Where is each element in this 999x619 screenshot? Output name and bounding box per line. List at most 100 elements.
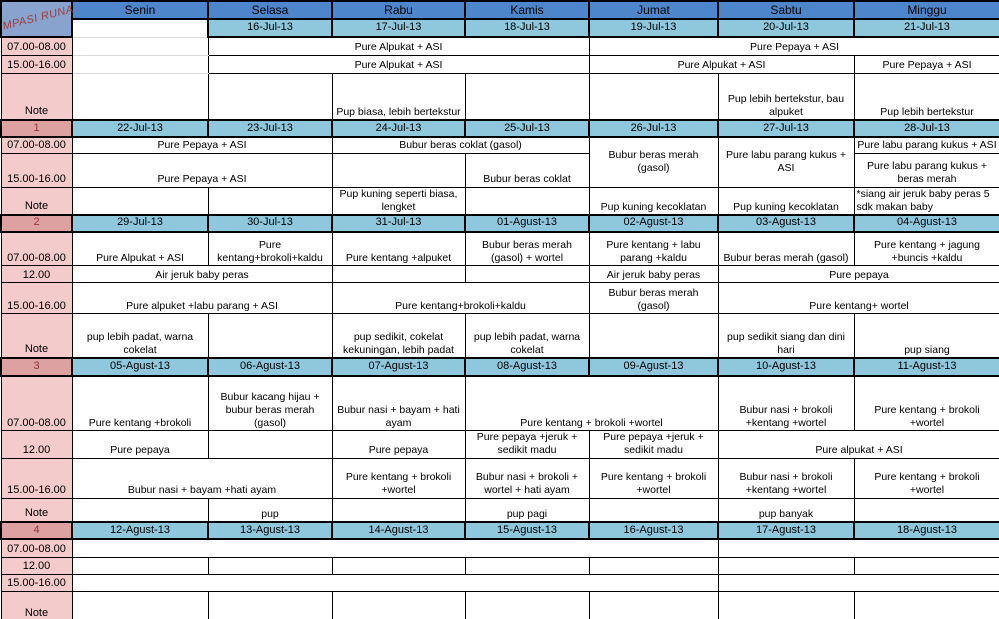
date-cell[interactable]: 14-Agust-13 xyxy=(331,521,466,540)
date-cell[interactable]: 09-Agust-13 xyxy=(588,356,719,377)
day-header-sabtu[interactable]: Sabtu xyxy=(717,0,855,20)
empty-cell[interactable] xyxy=(331,590,466,619)
meal-cell-w3-afternoon-kam[interactable]: Bubur nasi + brokoli + wortel + hati aya… xyxy=(464,457,590,499)
empty-cell[interactable] xyxy=(207,590,333,619)
date-cell[interactable]: 26-Jul-13 xyxy=(588,119,719,138)
note-label[interactable]: Note xyxy=(0,186,73,216)
note-cell-w2-rab[interactable]: pup sedikit, cokelat kekuningan, lebih p… xyxy=(331,313,466,359)
day-header-minggu[interactable]: Minggu xyxy=(853,0,999,20)
empty-cell[interactable] xyxy=(207,430,333,459)
empty-cell[interactable] xyxy=(853,556,999,575)
day-header-rabu[interactable]: Rabu xyxy=(331,0,466,20)
empty-cell[interactable] xyxy=(588,72,719,121)
date-cell[interactable]: 13-Agust-13 xyxy=(207,521,333,540)
meal-cell-w2-afternoon-sab-min[interactable]: Pure kentang+ wortel xyxy=(717,282,999,315)
meal-cell-w1-breakfast-sab[interactable]: Pure labu parang kukus + ASI xyxy=(717,136,855,188)
empty-cell[interactable] xyxy=(71,72,209,121)
meal-cell-w2-breakfast-sel[interactable]: Pure kentang+brokoli+kaldu xyxy=(207,231,333,267)
empty-cell[interactable] xyxy=(71,36,209,56)
meal-cell-w2-noon-sab-min[interactable]: Pure pepaya xyxy=(717,265,999,284)
note-cell-w2-sen[interactable]: pup lebih padat, warna cokelat xyxy=(71,313,209,359)
meal-cell-w2-noon-jum[interactable]: Air jeruk baby peras xyxy=(588,265,719,284)
week-number-cell[interactable]: 3 xyxy=(0,356,73,377)
meal-cell-w2-breakfast-min[interactable]: Pure kentang + jagung +buncis +kaldu xyxy=(853,231,999,267)
date-cell[interactable]: 01-Agust-13 xyxy=(464,213,590,233)
time-label-afternoon[interactable]: 15.00-16.00 xyxy=(0,573,73,592)
date-cell[interactable]: 22-Jul-13 xyxy=(71,119,209,138)
note-cell-w1-jum[interactable]: Pup kuning kecoklatan xyxy=(588,186,719,216)
date-cell[interactable]: 23-Jul-13 xyxy=(207,119,333,138)
meal-cell-w3-afternoon-jum[interactable]: Pure kentang + brokoli +wortel xyxy=(588,457,719,499)
meal-cell-w2-breakfast-sen[interactable]: Pure Alpukat + ASI xyxy=(71,231,209,267)
empty-cell[interactable] xyxy=(717,538,999,558)
empty-cell[interactable] xyxy=(717,590,855,619)
empty-cell[interactable] xyxy=(464,265,590,284)
date-cell[interactable]: 04-Agust-13 xyxy=(853,213,999,233)
time-label-breakfast[interactable]: 07.00-08.00 xyxy=(0,36,73,56)
empty-cell[interactable] xyxy=(207,556,333,575)
note-cell-w0-rab[interactable]: Pup biasa, lebih bertekstur xyxy=(331,72,466,121)
meal-cell-w0-breakfast-sel-kam[interactable]: Pure Alpukat + ASI xyxy=(207,36,590,56)
date-cell[interactable]: 17-Agust-13 xyxy=(717,521,855,540)
meal-cell-w1-breakfast-sen-sel[interactable]: Pure Pepaya + ASI xyxy=(71,136,333,154)
date-cell[interactable]: 25-Jul-13 xyxy=(464,119,590,138)
week-number-cell[interactable]: 1 xyxy=(0,119,73,138)
empty-cell[interactable] xyxy=(71,497,209,523)
meal-cell-w1-afternoon-sen-sel[interactable]: Pure Pepaya + ASI xyxy=(71,152,333,188)
empty-cell[interactable] xyxy=(71,556,209,575)
date-cell[interactable]: 06-Agust-13 xyxy=(207,356,333,377)
note-cell-w3-sel[interactable]: pup xyxy=(207,497,333,523)
meal-cell-w2-breakfast-jum[interactable]: Pure kentang + labu parang +kaldu xyxy=(588,231,719,267)
meal-cell-w3-noon-kam[interactable]: Pure pepaya +jeruk + sedikit madu xyxy=(464,430,590,459)
note-cell-w0-min[interactable]: Pup lebih bertekstur xyxy=(853,72,999,121)
date-cell[interactable]: 17-Jul-13 xyxy=(331,18,466,38)
date-cell[interactable]: 10-Agust-13 xyxy=(717,356,855,377)
note-cell-w1-min[interactable]: *siang air jeruk baby peras 5 sdk makan … xyxy=(853,186,999,216)
time-label-noon[interactable]: 12.00 xyxy=(0,556,73,575)
date-cell[interactable]: 07-Agust-13 xyxy=(331,356,466,377)
date-cell[interactable]: 03-Agust-13 xyxy=(717,213,855,233)
time-label-noon[interactable]: 12.00 xyxy=(0,265,73,284)
date-cell[interactable]: 16-Jul-13 xyxy=(207,18,333,38)
meal-cell-w3-breakfast-sen[interactable]: Pure kentang +brokoli xyxy=(71,375,209,432)
date-cell[interactable]: 28-Jul-13 xyxy=(853,119,999,138)
date-cell[interactable]: 19-Jul-13 xyxy=(588,18,719,38)
empty-cell[interactable] xyxy=(207,186,333,216)
meal-cell-w1-breakfast-min[interactable]: Pure labu parang kukus + ASI xyxy=(853,136,999,154)
time-label-breakfast[interactable]: 07.00-08.00 xyxy=(0,538,73,558)
meal-cell-w3-noon-sab-min[interactable]: Pure alpukat + ASI xyxy=(717,430,999,459)
meal-cell-w0-afternoon-min[interactable]: Pure Pepaya + ASI xyxy=(853,54,999,74)
meal-cell-w0-breakfast-jum-min[interactable]: Pure Pepaya + ASI xyxy=(588,36,999,56)
time-label-breakfast[interactable]: 07.00-08.00 xyxy=(0,231,73,267)
empty-cell[interactable] xyxy=(331,265,466,284)
meal-cell-w2-afternoon-jum[interactable]: Bubur beras merah (gasol) xyxy=(588,282,719,315)
date-cell[interactable]: 11-Agust-13 xyxy=(853,356,999,377)
meal-cell-w1-breakfast-rab-kam[interactable]: Bubur beras coklat (gasol) xyxy=(331,136,590,154)
note-cell-w0-sab[interactable]: Pup lebih bertekstur, bau alpuket xyxy=(717,72,855,121)
empty-cell[interactable] xyxy=(588,497,719,523)
empty-cell[interactable] xyxy=(464,186,590,216)
meal-cell-w1-afternoon-kam[interactable]: Bubur beras coklat xyxy=(464,152,590,188)
time-label-noon[interactable]: 12.00 xyxy=(0,430,73,459)
empty-cell[interactable] xyxy=(71,538,719,558)
meal-cell-w3-afternoon-sen-sel[interactable]: Bubur nasi + bayam +hati ayam xyxy=(71,457,333,499)
time-label-breakfast[interactable]: 07.00-08.00 xyxy=(0,375,73,432)
meal-cell-w3-breakfast-sel[interactable]: Bubur kacang hijau + bubur beras merah (… xyxy=(207,375,333,432)
meal-cell-w0-afternoon-jum-sab[interactable]: Pure Alpukat + ASI xyxy=(588,54,855,74)
empty-cell[interactable] xyxy=(464,556,590,575)
note-cell-w1-sab[interactable]: Pup kuning kecoklatan xyxy=(717,186,855,216)
day-header-jumat[interactable]: Jumat xyxy=(588,0,719,20)
time-label-breakfast[interactable]: 07.00-08.00 xyxy=(0,136,73,154)
empty-cell[interactable] xyxy=(331,497,466,523)
empty-cell[interactable] xyxy=(71,54,209,74)
empty-cell[interactable] xyxy=(588,556,719,575)
meal-cell-w0-afternoon-sel-kam[interactable]: Pure Alpukat + ASI xyxy=(207,54,590,74)
date-cell[interactable]: 02-Agust-13 xyxy=(588,213,719,233)
date-cell[interactable]: 15-Agust-13 xyxy=(464,521,590,540)
empty-cell[interactable] xyxy=(588,313,719,359)
meal-cell-w3-breakfast-kam-jum[interactable]: Pure kentang + brokoli +wortel xyxy=(464,375,719,432)
meal-cell-w1-breakfast-jum[interactable]: Bubur beras merah (gasol) xyxy=(588,136,719,188)
day-header-senin[interactable]: Senin xyxy=(71,0,209,20)
meal-cell-w3-breakfast-min[interactable]: Pure kentang + brokoli +wortel xyxy=(853,375,999,432)
time-label-afternoon[interactable]: 15.00-16.00 xyxy=(0,54,73,74)
